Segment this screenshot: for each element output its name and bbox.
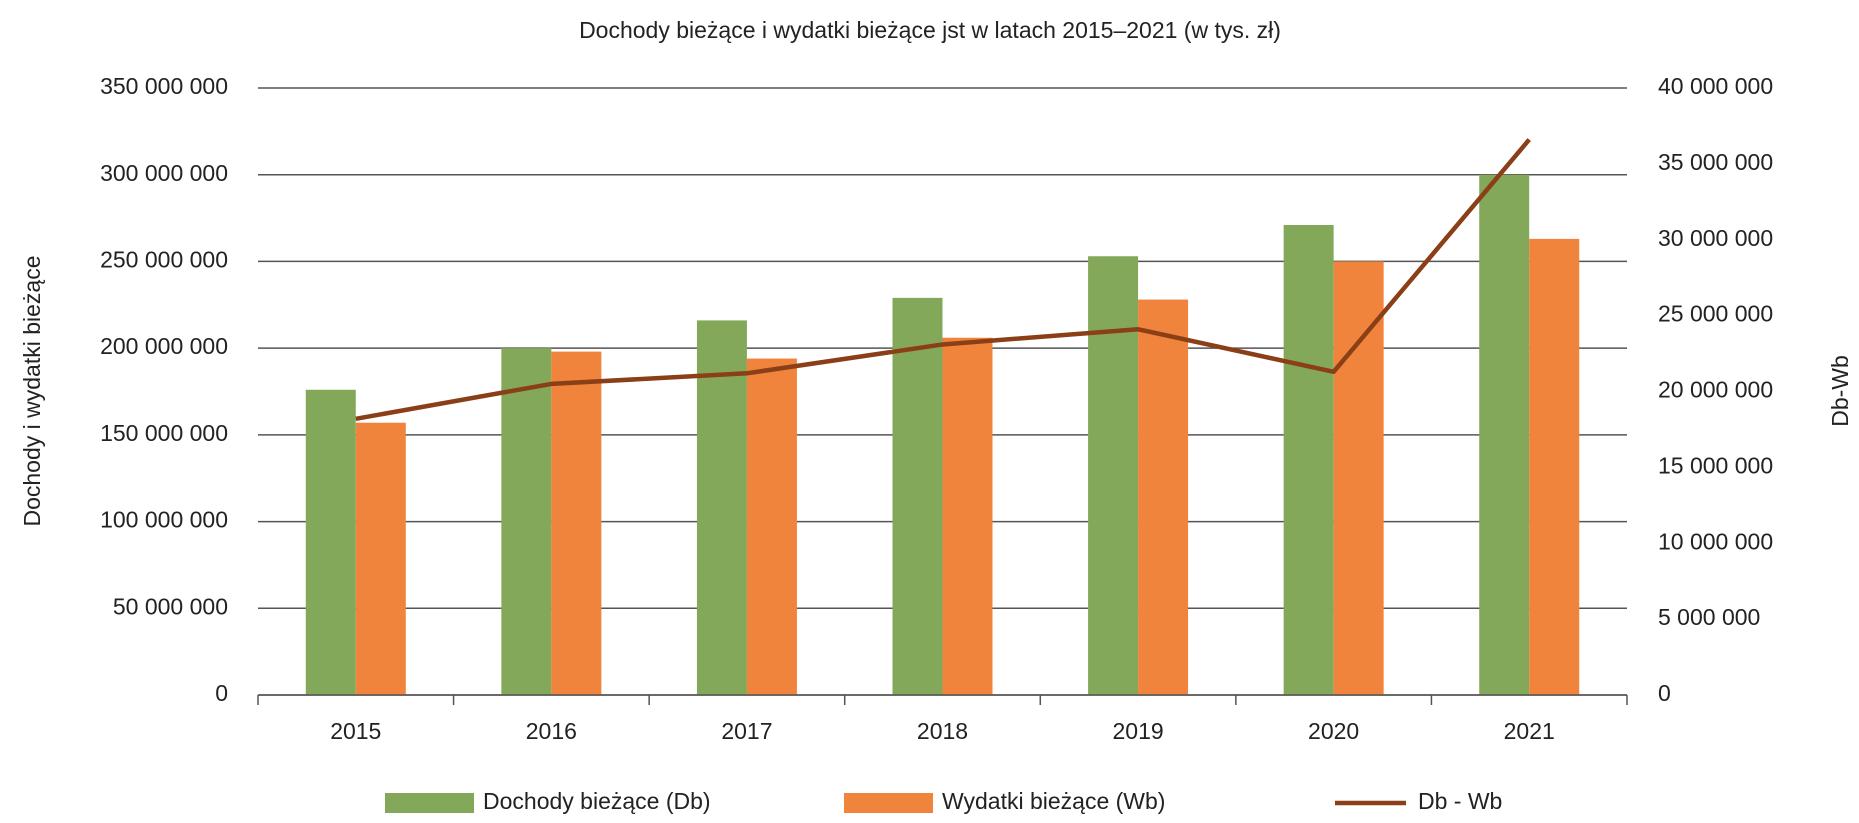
y2-tick-label: 20 000 000 (1658, 377, 1773, 403)
chart-title: Dochody bieżące i wydatki bieżące jst w … (579, 17, 1281, 43)
y2-tick-label: 5 000 000 (1658, 604, 1760, 630)
x-tick-label: 2015 (330, 718, 381, 744)
x-tick-label: 2020 (1308, 718, 1359, 744)
x-tick-label: 2017 (721, 718, 772, 744)
y-tick-label: 100 000 000 (100, 507, 228, 533)
y2-tick-label: 0 (1658, 680, 1671, 706)
y-tick-label: 0 (215, 680, 228, 706)
line (355, 138, 1531, 422)
bar (696, 320, 747, 695)
y2-tick-label: 30 000 000 (1658, 225, 1773, 251)
legend-label: Wydatki bieżące (Wb) (942, 788, 1165, 814)
y2-tick-label: 40 000 000 (1658, 73, 1773, 99)
bar (1088, 256, 1139, 695)
y-tick-label: 300 000 000 (100, 160, 228, 186)
y-axis-label: Dochody i wydatki bieżące (19, 255, 45, 526)
bar (892, 297, 943, 695)
y-tick-label: 200 000 000 (100, 333, 228, 359)
bar (355, 422, 406, 695)
y-tick-label: 50 000 000 (113, 593, 228, 619)
bar (551, 351, 602, 695)
legend-label: Dochody bieżące (Db) (483, 788, 711, 814)
y2-tick-label: 35 000 000 (1658, 149, 1773, 175)
legend-swatch (385, 793, 474, 813)
y2-tick-label: 10 000 000 (1658, 528, 1773, 554)
legend-label: Db - Wb (1418, 788, 1502, 814)
x-tick-label: 2021 (1504, 718, 1555, 744)
y-tick-label: 350 000 000 (100, 73, 228, 99)
bar (501, 348, 552, 695)
bar (1138, 299, 1189, 695)
legend-swatch (844, 793, 933, 813)
y2-tick-label: 25 000 000 (1658, 301, 1773, 327)
x-tick-label: 2019 (1112, 718, 1163, 744)
bar (1529, 238, 1580, 695)
bar (1479, 174, 1530, 695)
bar (1283, 225, 1334, 695)
bar (746, 358, 797, 695)
y2-axis-label: Db-Wb (1827, 355, 1853, 427)
bar (942, 337, 993, 695)
bar (1333, 261, 1384, 695)
x-tick-label: 2016 (526, 718, 577, 744)
y-tick-label: 250 000 000 (100, 247, 228, 273)
y-tick-label: 150 000 000 (100, 420, 228, 446)
bar (305, 389, 356, 695)
y2-tick-label: 15 000 000 (1658, 452, 1773, 478)
x-tick-label: 2018 (917, 718, 968, 744)
